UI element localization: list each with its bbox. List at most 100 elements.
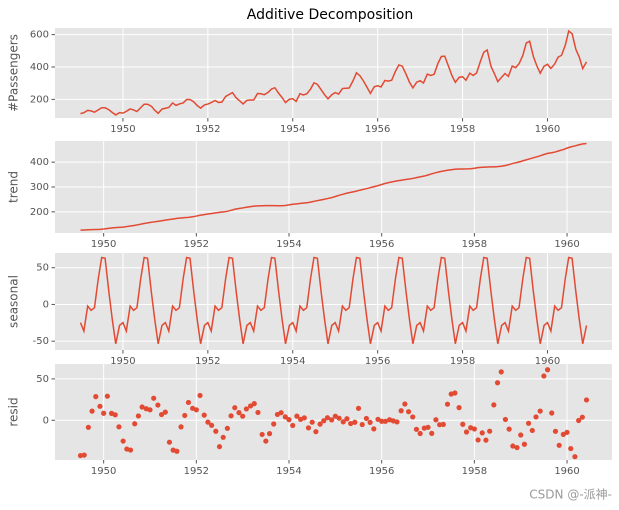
point (460, 421, 466, 427)
point (440, 421, 446, 428)
point (251, 401, 257, 407)
point (425, 424, 431, 430)
y-tick-label: -50 (33, 336, 49, 347)
point (417, 430, 423, 437)
point (491, 402, 497, 408)
watermark: CSDN @-派神- (529, 488, 612, 502)
point (352, 419, 358, 425)
point (243, 406, 249, 412)
point (340, 419, 346, 425)
point (155, 402, 161, 408)
point (232, 405, 238, 411)
point (104, 393, 110, 399)
point (282, 414, 288, 420)
point (81, 452, 87, 458)
point (433, 417, 439, 423)
series-line (80, 29, 588, 116)
x-tick-label: 1950 (91, 239, 116, 250)
point (220, 434, 226, 440)
point (193, 407, 199, 413)
point (405, 409, 412, 415)
x-tick-label: 1958 (450, 356, 475, 367)
chart-title: Additive Decomposition (247, 7, 413, 23)
point (182, 412, 188, 419)
point (471, 426, 477, 432)
point (132, 421, 138, 427)
point (174, 448, 180, 454)
y-axis-label: seasonal (7, 275, 21, 328)
series-line (80, 142, 587, 231)
point (355, 405, 362, 411)
x-tick-label: 1952 (184, 466, 209, 477)
plot-area (55, 364, 612, 460)
point (529, 427, 535, 434)
x-tick-label: 1956 (365, 124, 390, 135)
point (502, 416, 509, 423)
point (576, 417, 582, 424)
point (348, 420, 354, 427)
x-tick-label: 1952 (195, 124, 220, 135)
point (324, 415, 331, 421)
y-tick-label: 50 (36, 374, 49, 385)
point (127, 447, 134, 453)
point (201, 412, 207, 418)
point (564, 429, 570, 435)
point (85, 424, 91, 430)
point (240, 413, 246, 419)
point (89, 408, 95, 414)
point (259, 431, 265, 438)
point (271, 421, 277, 427)
point (197, 392, 203, 399)
x-tick-label: 1960 (535, 124, 560, 135)
point (521, 441, 528, 447)
point (371, 426, 377, 432)
point (452, 390, 458, 396)
point (475, 437, 481, 443)
point (525, 420, 532, 426)
point (185, 399, 192, 406)
point (494, 380, 501, 386)
point (101, 410, 107, 416)
point (313, 429, 319, 435)
point (178, 424, 184, 430)
point (151, 395, 157, 401)
y-tick-label: 0 (43, 299, 49, 310)
point (205, 419, 211, 425)
point (112, 412, 118, 418)
point (336, 415, 342, 421)
x-tick-label: 1956 (369, 466, 394, 477)
point (363, 415, 370, 422)
point (135, 413, 142, 419)
point (437, 422, 443, 428)
y-tick-label: 400 (30, 157, 49, 168)
x-tick-label: 1960 (554, 239, 579, 250)
point (413, 426, 420, 432)
point (329, 417, 335, 423)
point (263, 438, 269, 444)
point (568, 445, 574, 452)
x-tick-label: 1960 (535, 356, 560, 367)
point (506, 426, 512, 432)
point (236, 410, 242, 416)
point (93, 394, 99, 400)
y-axis-label: resid (7, 397, 21, 426)
point (344, 416, 350, 422)
y-tick-label: 300 (30, 182, 49, 193)
x-tick-label: 1958 (462, 239, 487, 250)
point (572, 454, 578, 460)
point (255, 409, 261, 416)
x-tick-label: 1952 (184, 239, 209, 250)
y-tick-label: 0 (43, 415, 49, 426)
point (402, 401, 408, 407)
point (290, 422, 296, 429)
point (139, 404, 145, 410)
x-tick-label: 1950 (110, 124, 135, 135)
point (429, 430, 435, 436)
point (583, 397, 590, 403)
y-tick-label: 200 (30, 94, 49, 105)
x-tick-label: 1952 (195, 356, 220, 367)
point (510, 443, 516, 449)
point (479, 430, 485, 436)
point (309, 419, 315, 425)
point (286, 417, 292, 423)
